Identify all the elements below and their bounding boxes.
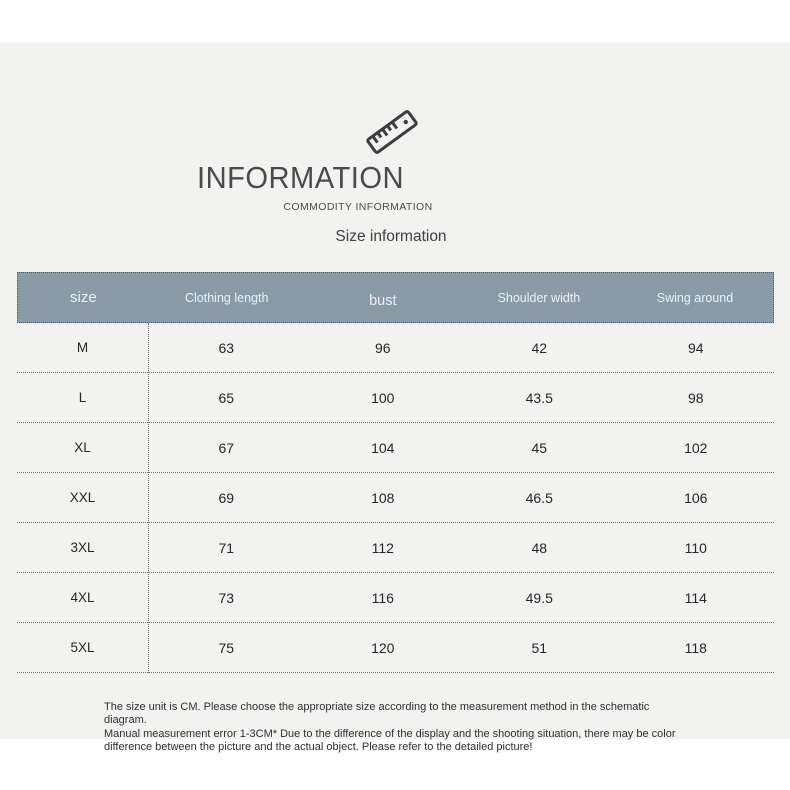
section-title: Size information (335, 228, 447, 245)
swing-around-value: 94 (687, 339, 704, 356)
clothing-length-value: 63 (218, 339, 235, 356)
shoulder-width-value: 43.5 (525, 389, 553, 406)
table-row: L 65 100 43.5 98 (17, 373, 774, 423)
size-label: 4XL (70, 590, 95, 605)
column-header-shoulder-width: Shoulder width (497, 290, 581, 305)
page-subtitle: COMMODITY INFORMATION (283, 201, 433, 213)
column-header-swing-around: Swing around (656, 290, 734, 305)
footnote-line: difference between the picture and the a… (104, 741, 533, 754)
clothing-length-value: 75 (218, 639, 235, 656)
swing-around-value: 118 (684, 639, 707, 656)
shoulder-width-value: 49.5 (525, 589, 553, 606)
clothing-length-value: 67 (218, 439, 235, 456)
table-row: M 63 96 42 94 (17, 323, 774, 373)
bust-value: 100 (371, 389, 395, 406)
column-header-size: size (69, 289, 97, 306)
shoulder-width-value: 46.5 (525, 489, 553, 506)
bust-value: 108 (371, 489, 395, 506)
column-header-bust: bust (369, 293, 397, 309)
size-label: M (76, 340, 89, 355)
bust-value: 112 (371, 539, 394, 556)
swing-around-value: 110 (684, 539, 707, 556)
size-label: L (78, 390, 87, 405)
table-row: XL 67 104 45 102 (17, 423, 774, 473)
shoulder-width-value: 48 (531, 539, 548, 556)
swing-around-value: 114 (684, 589, 707, 606)
table-row: 4XL 73 116 49.5 114 (17, 573, 774, 623)
shoulder-width-value: 45 (531, 439, 548, 456)
footnote-line: Manual measurement error 1-3CM* Due to t… (104, 727, 676, 740)
shoulder-width-value: 51 (531, 639, 548, 656)
bust-value: 96 (374, 339, 391, 356)
size-label: 3XL (70, 540, 95, 555)
clothing-length-value: 65 (218, 389, 235, 406)
column-header-clothing-length: Clothing length (185, 290, 269, 305)
footnote: The size unit is CM. Please choose the a… (104, 701, 684, 755)
size-table: size Clothing length bust Shoulder width… (17, 272, 774, 673)
bust-value: 116 (371, 589, 394, 606)
size-label: XXL (69, 490, 96, 505)
swing-around-value: 106 (684, 489, 708, 506)
table-row: 3XL 71 112 48 110 (17, 523, 774, 573)
shoulder-width-value: 42 (531, 339, 548, 356)
content-panel: INFORMATION COMMODITY INFORMATION Size i… (0, 42, 790, 753)
table-row: 5XL 75 120 51 118 (17, 623, 774, 673)
table-header-row: size Clothing length bust Shoulder width… (17, 272, 774, 323)
bust-value: 120 (371, 639, 395, 656)
clothing-length-value: 71 (218, 539, 235, 556)
size-label: XL (74, 440, 91, 455)
clothing-length-value: 69 (218, 489, 235, 506)
ruler-icon (360, 100, 424, 164)
clothing-length-value: 73 (218, 589, 235, 606)
size-label: 5XL (70, 640, 95, 655)
swing-around-value: 98 (687, 389, 704, 406)
table-row: XXL 69 108 46.5 106 (17, 473, 774, 523)
swing-around-value: 102 (684, 439, 708, 456)
footnote-line: The size unit is CM. Please choose the a… (104, 701, 650, 727)
bust-value: 104 (371, 439, 395, 456)
page-title: INFORMATION (197, 160, 404, 195)
size-column-divider (148, 323, 149, 673)
